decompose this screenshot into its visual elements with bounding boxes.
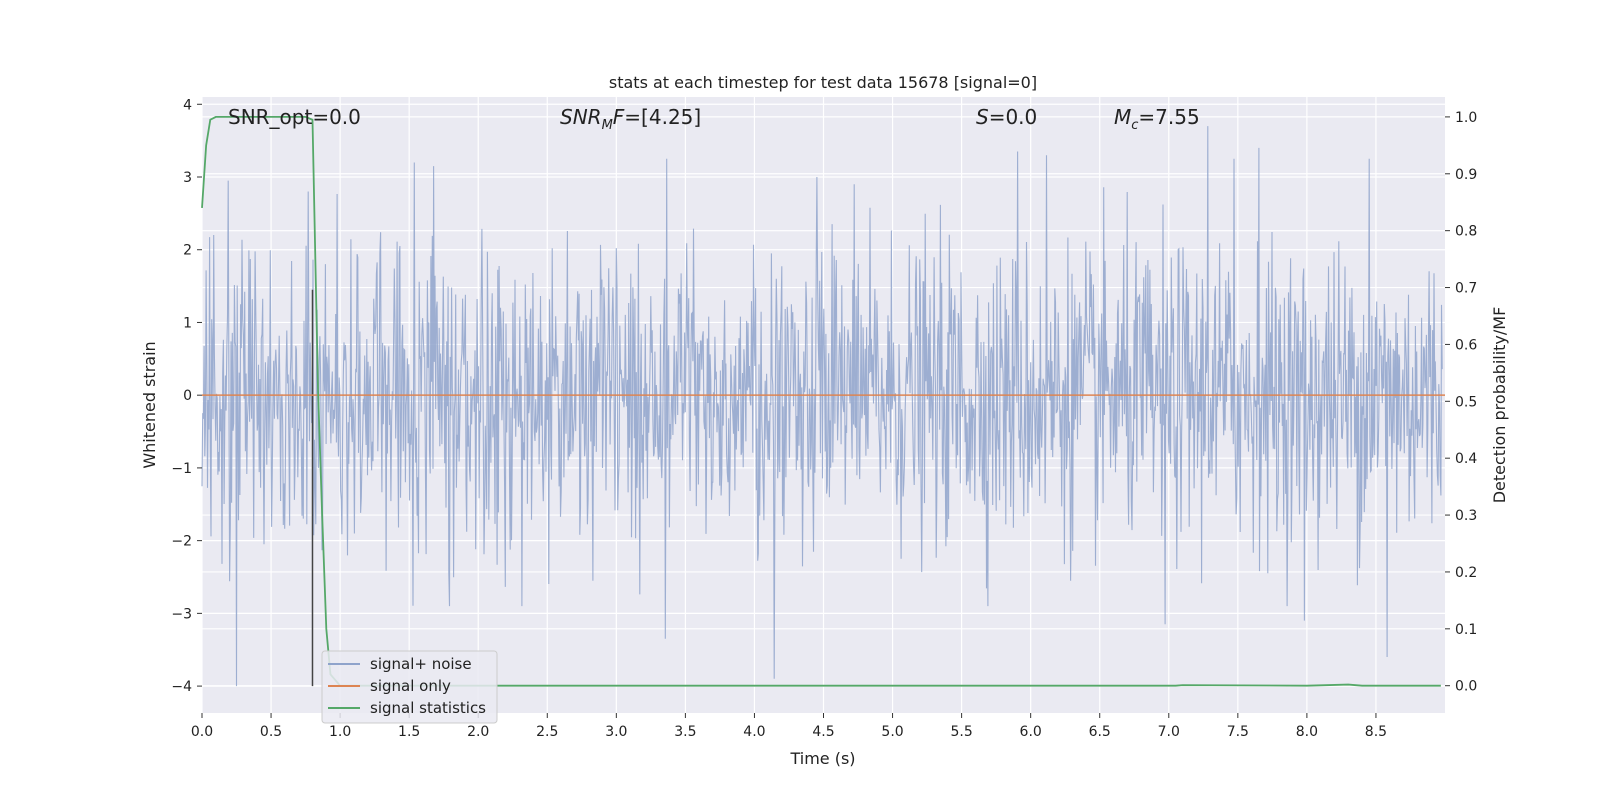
y-tick-label: 1	[183, 315, 192, 331]
annotation-snr-mf: SNRMF=[4.25]	[560, 105, 701, 133]
annotation-chirp-mass: Mc=7.55	[1114, 105, 1200, 133]
legend-label-signal-only: signal only	[370, 677, 451, 695]
y-right-tick-label: 0.5	[1455, 394, 1477, 410]
y-tick-label: −4	[171, 679, 192, 695]
x-tick-label: 0.0	[191, 724, 213, 740]
x-tick-label: 8.5	[1365, 724, 1387, 740]
noise-trace	[201, 126, 1443, 687]
y-right-tick-label: 0.0	[1455, 679, 1477, 695]
y-tick-label: −1	[171, 461, 192, 477]
y-right-tick-label: 0.4	[1455, 451, 1477, 467]
y-right-tick-label: 0.7	[1455, 281, 1477, 297]
y-right-tick-label: 0.6	[1455, 337, 1477, 353]
x-tick-label: 4.0	[743, 724, 765, 740]
y-tick-label: 4	[183, 97, 192, 113]
chart-title: stats at each timestep for test data 156…	[609, 73, 1037, 92]
y-right-tick-label: 1.0	[1455, 110, 1477, 126]
legend-frame	[321, 650, 498, 724]
y-right-tick-label: 0.1	[1455, 622, 1477, 638]
y-tick-label: −3	[171, 606, 192, 622]
y-tick-label: 3	[183, 170, 192, 186]
x-axis-label: Time (s)	[789, 749, 855, 768]
annotation-s-statistic: S=0.0	[976, 105, 1037, 129]
y-right-tick-label: 0.3	[1455, 508, 1477, 524]
y-tick-label: −2	[171, 534, 192, 550]
y-right-tick-label: 0.8	[1455, 224, 1477, 240]
annotation-snr-opt: SNR_opt=0.0	[228, 105, 361, 129]
y-right-tick-label: 0.9	[1455, 167, 1477, 183]
x-tick-label: 5.5	[950, 724, 972, 740]
x-tick-label: 1.0	[329, 724, 351, 740]
x-tick-label: 1.5	[398, 724, 420, 740]
legend: signal+ noise signal only signal statist…	[321, 650, 498, 724]
y-axis-right-label: Detection probability/MF	[1490, 307, 1509, 504]
x-tick-label: 2.5	[536, 724, 558, 740]
y-right-tick-label: 0.2	[1455, 565, 1477, 581]
x-tick-label: 0.5	[260, 724, 282, 740]
x-tick-label: 4.5	[812, 724, 834, 740]
series-signal-plus-noise	[201, 126, 1443, 687]
x-tick-label: 3.5	[674, 724, 696, 740]
x-tick-label: 5.0	[881, 724, 903, 740]
x-tick-label: 8.0	[1296, 724, 1318, 740]
left-axis-ticks: 4 3 2 1 0 −1 −2 −3 −4	[171, 97, 202, 695]
legend-label-signal-noise: signal+ noise	[370, 655, 472, 673]
x-tick-label: 6.5	[1089, 724, 1111, 740]
x-tick-label: 6.0	[1020, 724, 1042, 740]
x-axis-ticks: 0.0 0.5 1.0 1.5 2.0 2.5 3.0 3.5 4.0 4.5 5.0 5.5 6.0 6…	[191, 713, 1387, 740]
x-tick-label: 2.0	[467, 724, 489, 740]
legend-label-signal-statistics: signal statistics	[370, 699, 486, 717]
y-tick-label: 2	[183, 243, 192, 259]
right-axis-ticks: 1.0 0.9 0.8 0.7 0.6 0.5 0.4 0.3 0.2 0.1 0.0	[1445, 110, 1477, 695]
x-tick-label: 3.0	[605, 724, 627, 740]
x-tick-label: 7.5	[1227, 724, 1249, 740]
y-tick-label: 0	[183, 388, 192, 404]
x-tick-label: 7.0	[1158, 724, 1180, 740]
y-axis-label: Whitened strain	[140, 341, 159, 468]
